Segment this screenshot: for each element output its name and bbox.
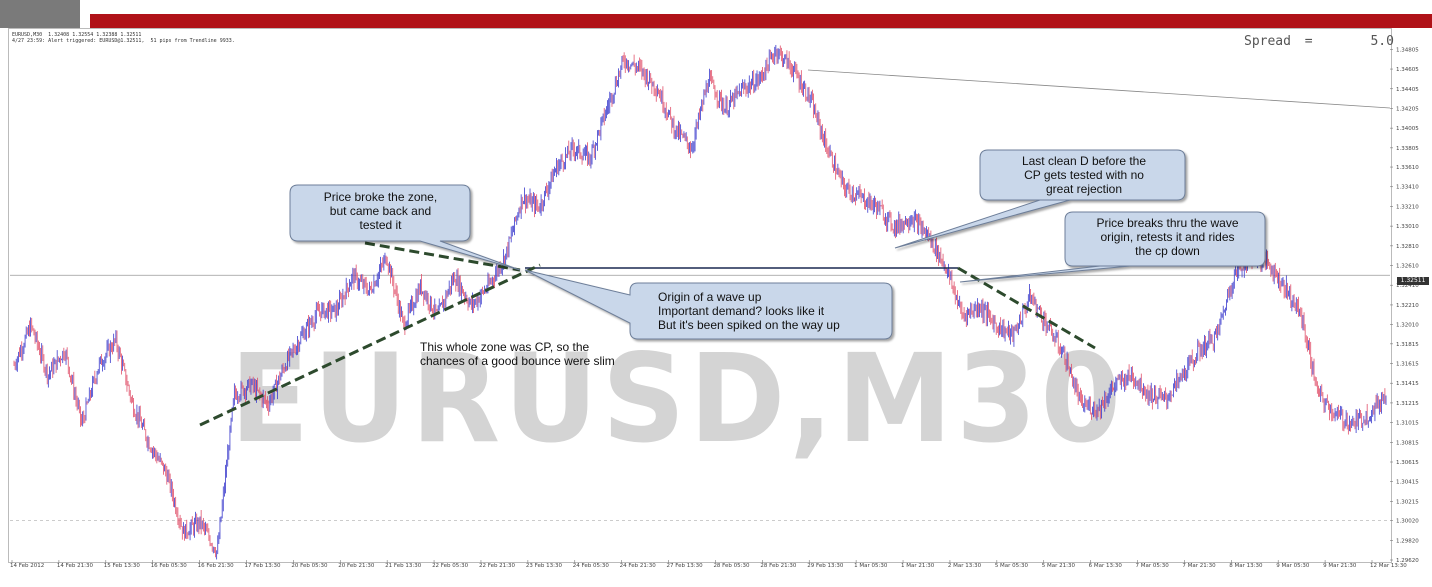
callout-breaks-text: Price breaks thru the wave origin, retes… [1096, 216, 1239, 258]
zone-note-text: This whole zone was CP, so the chances o… [420, 340, 615, 368]
y-tick-label: 1.31015 [1396, 421, 1419, 427]
x-tick-label: 14 Feb 21:30 [57, 563, 94, 569]
x-tick-label: 22 Feb 21:30 [479, 563, 516, 569]
x-tick-label: 23 Feb 13:30 [526, 563, 563, 569]
x-tick-label: 20 Feb 05:30 [291, 563, 328, 569]
x-tick-label: 1 Mar 21:30 [901, 563, 935, 569]
info-line-1: EURUSD,M30 1.32408 1.32554 1.32388 1.325… [12, 32, 142, 38]
x-tick-label: 9 Mar 05:30 [1276, 563, 1310, 569]
x-tick-label: 8 Mar 13:30 [1229, 563, 1263, 569]
y-tick-label: 1.33410 [1396, 185, 1419, 191]
y-tick-label: 1.30215 [1396, 499, 1419, 505]
x-tick-label: 7 Mar 05:30 [1136, 563, 1170, 569]
current-price-label: 1.32511 [1397, 277, 1429, 285]
y-tick-label: 1.32810 [1396, 244, 1419, 250]
x-tick-label: 2 Mar 13:30 [948, 563, 982, 569]
callout-origin [524, 269, 893, 340]
x-tick-label: 24 Feb 21:30 [620, 563, 657, 569]
spread-readout: Spread = 5.0 [1238, 34, 1394, 49]
y-tick-label: 1.33805 [1396, 146, 1419, 152]
y-tick-label: 1.32610 [1396, 264, 1419, 270]
x-tick-label: 6 Mar 13:30 [1089, 563, 1123, 569]
x-tick-label: 17 Feb 13:30 [244, 563, 281, 569]
y-tick-label: 1.33610 [1396, 165, 1419, 171]
x-tick-label: 9 Mar 21:30 [1323, 563, 1357, 569]
x-tick-label: 22 Feb 05:30 [432, 563, 469, 569]
info-header: EURUSD,M30 1.32408 1.32554 1.32388 1.325… [12, 32, 235, 44]
x-tick-label: 24 Feb 05:30 [573, 563, 610, 569]
y-tick-label: 1.34205 [1396, 106, 1419, 112]
x-tick-label: 12 Mar 13:30 [1370, 563, 1407, 569]
spread-label: Spread [1244, 34, 1291, 49]
y-tick-label: 1.30815 [1396, 440, 1419, 446]
x-tick-label: 29 Feb 13:30 [807, 563, 844, 569]
callout-clean-d-text: Last clean D before the CP gets tested w… [1021, 154, 1147, 196]
symbol-watermark: EURUSD,M30 [230, 328, 1125, 470]
y-tick-label: 1.30615 [1396, 460, 1419, 466]
y-tick-label: 1.34605 [1396, 67, 1419, 73]
resistance-trendline [807, 69, 1391, 109]
x-tick-label: 1 Mar 05:30 [854, 563, 888, 569]
y-tick-label: 1.33210 [1396, 204, 1419, 210]
x-tick-label: 27 Feb 13:30 [667, 563, 704, 569]
y-tick-label: 1.34805 [1396, 47, 1419, 53]
y-tick-label: 1.31215 [1396, 401, 1419, 407]
y-tick-label: 1.30020 [1396, 519, 1419, 525]
y-tick-label: 1.31815 [1396, 342, 1419, 348]
x-tick-label: 16 Feb 21:30 [198, 563, 235, 569]
ascending-trendline [199, 263, 541, 427]
x-tick-label: 28 Feb 21:30 [760, 563, 797, 569]
x-tick-label: 5 Mar 05:30 [995, 563, 1029, 569]
callout-breaks [959, 211, 1266, 283]
y-tick-label: 1.34405 [1396, 87, 1419, 93]
callout-zone-text: Price broke the zone, but came back and … [323, 190, 438, 232]
x-tick-label: 16 Feb 05:30 [151, 563, 188, 569]
descending-trendline-2 [957, 266, 1096, 350]
x-tick-label: 15 Feb 13:30 [104, 563, 141, 569]
callout-clean-d [894, 149, 1186, 249]
y-tick-label: 1.29620 [1396, 558, 1419, 564]
top-bar-red [90, 14, 1432, 28]
y-tick-label: 1.31615 [1396, 362, 1419, 368]
y-tick-label: 1.34005 [1396, 126, 1419, 132]
x-tick-label: 20 Feb 21:30 [338, 563, 375, 569]
spread-equals: = [1304, 34, 1313, 49]
descending-trendline-1 [364, 241, 521, 272]
x-tick-label: 14 Feb 2012 [10, 563, 44, 569]
y-tick-label: 1.31415 [1396, 381, 1419, 387]
callout-origin-text: Origin of a wave up Important demand? lo… [658, 290, 840, 332]
x-tick-label: 21 Feb 13:30 [385, 563, 422, 569]
x-tick-label: 28 Feb 05:30 [713, 563, 750, 569]
x-tick-label: 7 Mar 21:30 [1182, 563, 1216, 569]
top-bar-left [0, 0, 80, 28]
y-tick-label: 1.33010 [1396, 224, 1419, 230]
y-tick-label: 1.32010 [1396, 323, 1419, 329]
y-tick-label: 1.30415 [1396, 480, 1419, 486]
callout-zone [289, 184, 521, 271]
y-tick-label: 1.32210 [1396, 303, 1419, 309]
spread-value: 5.0 [1370, 34, 1394, 49]
y-tick-label: 1.29820 [1396, 538, 1419, 544]
y-tick-label: 1.32410 [1396, 283, 1419, 289]
x-tick-label: 5 Mar 21:30 [1042, 563, 1076, 569]
info-line-2: 4/27 23:59: Alert triggered: EURUSD@1.32… [12, 38, 235, 44]
